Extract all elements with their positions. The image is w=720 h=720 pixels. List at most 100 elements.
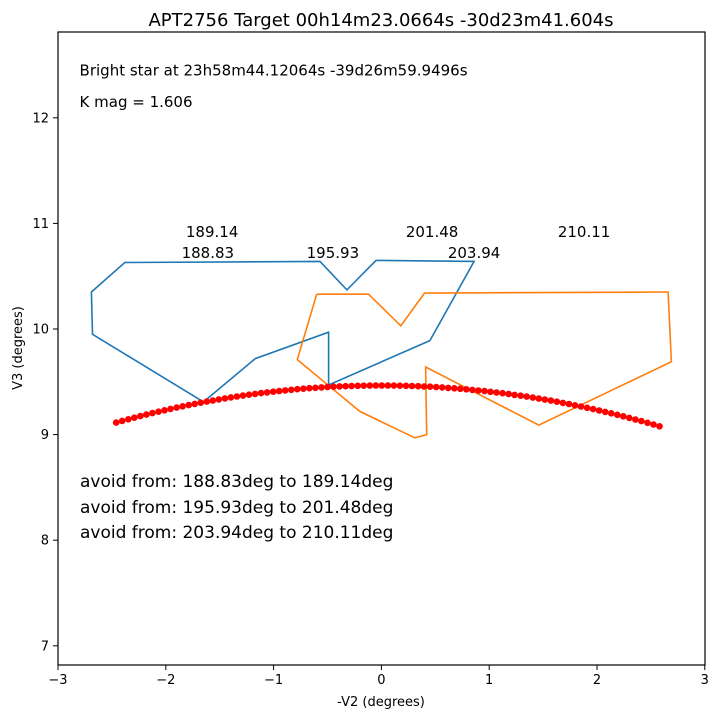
pa-label: 189.14 (186, 223, 239, 241)
visibility-polygons (90, 259, 673, 439)
track-marker (656, 423, 663, 430)
y-tick-label: 10 (32, 323, 49, 338)
track-marker (469, 386, 476, 394)
track-marker (457, 385, 464, 393)
track-marker (324, 383, 331, 391)
annotations: Bright star at 23h58m44.12064s -39d26m59… (80, 61, 468, 111)
track-marker (251, 390, 259, 398)
track-marker (493, 389, 500, 396)
x-tick-label: −3 (48, 673, 67, 688)
track-marker (330, 383, 337, 391)
track-marker (125, 416, 132, 423)
x-tick-label: 1 (485, 673, 493, 688)
track-marker (173, 404, 180, 411)
pa-labels: 189.14 188.83 195.93 201.48 203.94 210.1… (182, 223, 611, 262)
avoid-text: avoid from: 188.83deg to 189.14deg (80, 472, 393, 492)
track-marker (143, 411, 150, 418)
track-marker (342, 382, 349, 390)
track-marker (583, 404, 591, 412)
track-marker (432, 383, 440, 391)
track-marker (607, 410, 615, 417)
track-marker (632, 416, 639, 423)
track-marker (620, 413, 627, 420)
track-marker (137, 412, 144, 420)
track-marker (155, 408, 162, 416)
avoid-text: avoid from: 195.93deg to 201.48deg (80, 498, 393, 518)
x-tick-label: −2 (156, 673, 175, 688)
track-marker (626, 414, 633, 422)
track-marker (444, 384, 452, 392)
track-marker (571, 402, 579, 409)
track-marker (384, 382, 392, 389)
track-marker (312, 384, 319, 392)
track-marker (348, 382, 355, 390)
track-marker (505, 390, 512, 398)
track-marker (257, 389, 265, 397)
pa-label: 195.93 (307, 244, 360, 262)
track-marker (535, 395, 543, 402)
y-tick-label: 12 (32, 111, 49, 126)
pa-label: 203.94 (448, 244, 501, 262)
track-marker (215, 396, 223, 403)
track-marker (191, 400, 198, 408)
track-marker (499, 389, 506, 397)
track-marker (577, 403, 585, 410)
track-marker (475, 387, 482, 394)
x-tick-label: 0 (377, 673, 385, 688)
track-marker (233, 393, 241, 400)
pa-label: 201.48 (406, 223, 459, 241)
track-marker (227, 394, 235, 401)
polygon-line-2 (296, 291, 673, 439)
pa-label: 210.11 (558, 223, 611, 241)
track-marker (197, 399, 204, 407)
track-marker (517, 392, 524, 400)
track-marker (420, 383, 428, 390)
track-marker (378, 382, 386, 389)
track-marker (281, 387, 289, 394)
pa-label: 188.83 (182, 244, 235, 262)
track-marker (263, 389, 271, 396)
track-marker (372, 382, 380, 389)
track-marker (209, 397, 217, 404)
track-marker (565, 400, 573, 408)
track-marker (239, 392, 247, 399)
track-marker (650, 421, 657, 428)
track-marker (360, 382, 368, 390)
y-tick-label: 7 (41, 639, 49, 654)
track-marker (553, 398, 561, 406)
polygon-line-1 (90, 259, 476, 403)
track-marker (396, 382, 404, 390)
track-marker (595, 407, 603, 414)
track-marker (288, 386, 295, 394)
track-marker (203, 398, 211, 405)
track-marker (366, 382, 374, 389)
track-marker (336, 383, 343, 390)
track-marker (426, 383, 434, 391)
track-marker (149, 409, 156, 417)
track-marker (523, 393, 530, 400)
avoid-text: avoid from: 203.94deg to 210.11deg (80, 523, 393, 543)
track-marker (614, 411, 621, 419)
x-tick-label: 3 (701, 673, 709, 688)
track-marker (118, 417, 126, 425)
track-marker (161, 407, 168, 414)
track-marker (601, 408, 609, 416)
track-marker (245, 391, 253, 399)
track-marker (511, 391, 518, 399)
track-marker (559, 399, 567, 407)
star-track-markers (112, 382, 663, 430)
track-marker (638, 417, 645, 425)
track-marker (167, 405, 174, 413)
track-marker (408, 382, 416, 390)
track-marker (481, 387, 488, 395)
track-marker (451, 385, 458, 392)
track-marker (541, 396, 549, 403)
bright-star-annotation: Bright star at 23h58m44.12064s -39d26m59… (80, 61, 468, 79)
x-axis-label: -V2 (degrees) (337, 695, 425, 710)
track-marker (438, 384, 446, 391)
track-marker (644, 419, 651, 427)
track-marker (414, 382, 422, 390)
track-marker (131, 414, 138, 422)
track-marker (294, 385, 301, 393)
